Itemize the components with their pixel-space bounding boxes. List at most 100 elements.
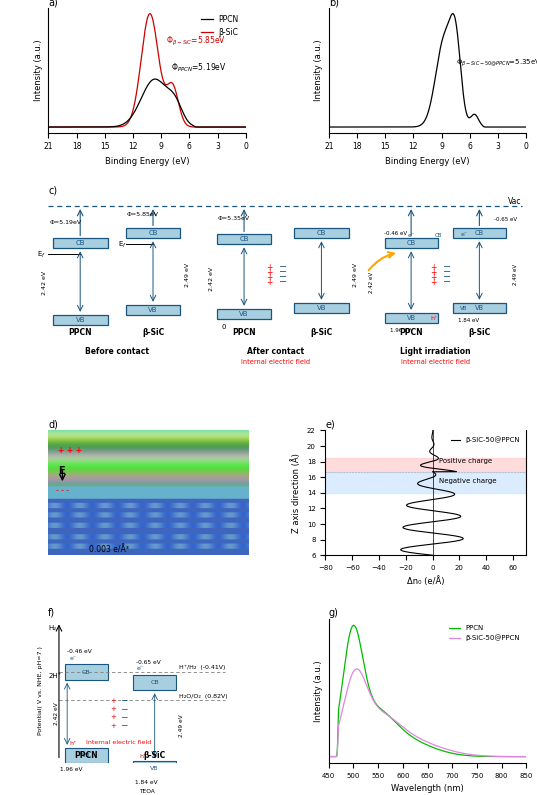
Text: -0.46 eV: -0.46 eV (67, 650, 91, 654)
β-SiC-50@PPCN (484, 751, 490, 761)
Text: 1.96 eV: 1.96 eV (390, 328, 411, 333)
Legend: PPCN, β-SiC: PPCN, β-SiC (198, 12, 242, 40)
Text: Positive charge: Positive charge (439, 458, 492, 464)
Text: CB: CB (150, 681, 159, 685)
Text: 2.49 eV: 2.49 eV (185, 262, 190, 287)
Text: −: − (442, 277, 451, 287)
Text: −: − (279, 266, 287, 277)
Text: 2H⁺: 2H⁺ (48, 673, 62, 679)
Text: VB: VB (460, 306, 468, 312)
β-SiC-50@PPCN (465, 750, 471, 759)
FancyBboxPatch shape (126, 304, 180, 315)
Text: 1.96 eV: 1.96 eV (61, 767, 83, 772)
Text: +: + (266, 262, 272, 272)
PPCN (487, 752, 494, 762)
Text: −: − (120, 704, 127, 713)
FancyBboxPatch shape (65, 747, 107, 763)
Text: +: + (430, 273, 436, 281)
Text: CB: CB (75, 240, 85, 246)
Legend: β-SiC-50@PPCN: β-SiC-50@PPCN (449, 434, 523, 446)
Text: -0.65 eV: -0.65 eV (495, 217, 518, 223)
Text: VB: VB (82, 753, 91, 758)
Text: VB: VB (240, 311, 249, 316)
Text: −: − (120, 720, 127, 730)
PPCN (484, 752, 490, 762)
Line: PPCN: PPCN (329, 626, 531, 757)
Bar (325, 471, 526, 493)
Text: e): e) (325, 420, 335, 429)
Text: VB: VB (475, 304, 484, 311)
Text: +: + (266, 268, 272, 277)
FancyBboxPatch shape (133, 761, 176, 776)
Text: h⁺: h⁺ (431, 316, 438, 321)
Text: −: − (279, 262, 287, 272)
Text: E: E (59, 466, 65, 476)
FancyBboxPatch shape (294, 303, 349, 312)
Text: Potential( V vs. NHE, pH=7 ): Potential( V vs. NHE, pH=7 ) (38, 646, 43, 735)
Text: $\Phi_{\beta-SiC-50@PPCN}$=5.35eV: $\Phi_{\beta-SiC-50@PPCN}$=5.35eV (456, 57, 537, 69)
Y-axis label: Intensity (a.u.): Intensity (a.u.) (314, 660, 323, 722)
Text: CB: CB (148, 231, 158, 236)
Text: +: + (111, 715, 117, 720)
Text: -0.65 eV: -0.65 eV (136, 660, 161, 665)
X-axis label: Binding Energy (eV): Binding Energy (eV) (105, 157, 190, 166)
Text: 2.49 eV: 2.49 eV (513, 264, 518, 285)
Text: +: + (430, 262, 436, 272)
Text: h⁺: h⁺ (140, 754, 147, 759)
X-axis label: Wavelength (nm): Wavelength (nm) (391, 785, 464, 793)
Text: g): g) (329, 608, 339, 618)
Text: e⁻: e⁻ (408, 234, 415, 238)
Text: +: + (111, 698, 117, 704)
Text: +: + (111, 723, 117, 729)
FancyBboxPatch shape (294, 228, 349, 238)
Bar (325, 458, 526, 471)
PPCN (465, 750, 471, 760)
Text: c): c) (48, 185, 57, 196)
Text: -0.46 eV: -0.46 eV (384, 231, 408, 236)
Text: 2.42 eV: 2.42 eV (208, 266, 214, 291)
Text: VB: VB (407, 315, 416, 320)
β-SiC-50@PPCN (353, 664, 360, 673)
Text: −: − (279, 272, 287, 281)
FancyBboxPatch shape (65, 665, 107, 680)
Text: CB: CB (240, 236, 249, 242)
Text: h⁺: h⁺ (70, 742, 77, 747)
Text: +: + (266, 273, 272, 281)
FancyBboxPatch shape (385, 312, 438, 323)
Text: $\Phi_{\beta-SiC}$=5.85eV: $\Phi_{\beta-SiC}$=5.85eV (166, 34, 226, 48)
Text: 2.49 eV: 2.49 eV (353, 262, 358, 287)
Text: PPCN: PPCN (75, 750, 98, 760)
Text: Vac: Vac (508, 197, 521, 206)
Text: Internal electric field: Internal electric field (85, 740, 151, 745)
β-SiC-50@PPCN (346, 677, 353, 687)
Text: 0: 0 (221, 324, 226, 330)
FancyBboxPatch shape (133, 675, 176, 690)
β-SiC-50@PPCN (528, 752, 534, 762)
Text: Light irradiation: Light irradiation (400, 347, 470, 356)
Text: Internal electric field: Internal electric field (401, 359, 470, 365)
Text: −: − (442, 262, 451, 272)
Text: H₂: H₂ (48, 625, 56, 631)
Text: E$_f$: E$_f$ (118, 239, 126, 250)
PPCN (351, 621, 357, 630)
Y-axis label: Intensity (a.u.): Intensity (a.u.) (34, 40, 43, 101)
Text: Before contact: Before contact (85, 347, 149, 356)
PPCN (528, 752, 534, 762)
Text: −: − (442, 272, 451, 281)
Text: After contact: After contact (248, 347, 304, 356)
Text: 2.42 eV: 2.42 eV (54, 703, 60, 725)
X-axis label: Binding Energy (eV): Binding Energy (eV) (385, 157, 470, 166)
Text: 2.42 eV: 2.42 eV (369, 272, 374, 293)
Text: E$_f$: E$_f$ (37, 250, 46, 260)
Line: β-SiC-50@PPCN: β-SiC-50@PPCN (329, 669, 531, 757)
Text: β-SiC: β-SiC (310, 328, 332, 337)
Text: e⁻: e⁻ (460, 232, 467, 237)
Text: VB: VB (317, 304, 326, 311)
β-SiC-50@PPCN (325, 752, 332, 762)
Text: PPCN: PPCN (400, 328, 423, 337)
Text: Φ=5.35eV: Φ=5.35eV (217, 216, 250, 221)
Text: PPCN: PPCN (232, 328, 256, 337)
PPCN (408, 731, 414, 741)
Y-axis label: Intensity (a.u.): Intensity (a.u.) (314, 40, 323, 101)
Text: Φ=5.19eV: Φ=5.19eV (49, 220, 82, 225)
